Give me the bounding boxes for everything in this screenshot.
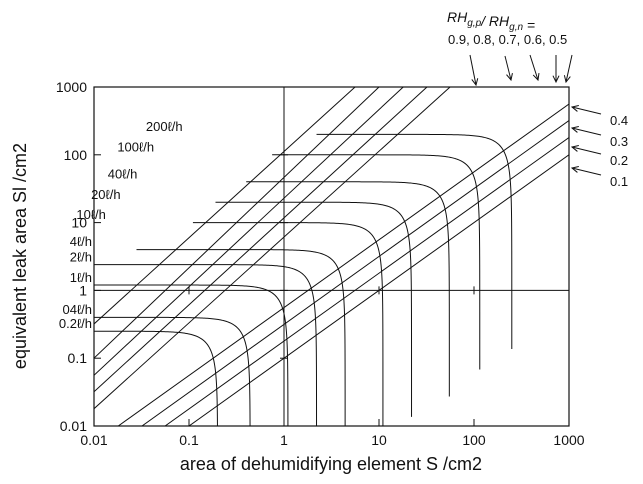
- ratio-legend-right-value: 0.3: [610, 134, 628, 149]
- x-tick-label: 100: [462, 432, 486, 448]
- legend-arrow-head: [552, 75, 560, 84]
- legend-arrow: [571, 146, 602, 155]
- flow-curve-label: 10ℓ/h: [76, 207, 106, 222]
- legend-arrow-head: [570, 105, 579, 112]
- ratio-line: [141, 120, 569, 426]
- x-tick-label: 1000: [553, 432, 584, 448]
- legend-arrow-head: [570, 166, 579, 173]
- flow-curve-label: 2ℓ/h: [70, 249, 92, 264]
- flow-curve-label: 4ℓ/h: [70, 234, 92, 249]
- flow-curve-label: 100ℓ/h: [117, 139, 154, 154]
- x-tick-label: 0.01: [80, 432, 107, 448]
- flow-curve: [94, 264, 318, 426]
- flow-curve: [215, 201, 413, 417]
- legend-arrow: [529, 54, 539, 81]
- plot-frame: [93, 86, 570, 427]
- flow-curves: [94, 133, 513, 426]
- x-tick-label: 0.1: [179, 432, 199, 448]
- legend-arrow-head: [570, 126, 579, 133]
- flow-curve: [272, 154, 481, 370]
- flow-curve: [94, 284, 289, 426]
- legend-text: RH: [447, 9, 468, 25]
- legend-arrow-head: [532, 72, 540, 82]
- y-tick-label: 1000: [56, 79, 87, 95]
- ratio-line: [94, 87, 356, 325]
- ratio-line: [117, 103, 569, 426]
- ratio-line: [94, 87, 380, 359]
- ratio-legend-top-values: 0.9, 0.8, 0.7, 0.6, 0.5: [448, 32, 567, 47]
- legend-subscript: g,n: [509, 22, 523, 33]
- y-tick-label: 10: [71, 215, 87, 231]
- y-tick-label: 1: [79, 282, 87, 298]
- ratio-legend-right-value: 0.2: [610, 153, 628, 168]
- legend-arrow-head: [563, 75, 571, 84]
- legend-arrow: [571, 127, 602, 136]
- flow-curve: [192, 222, 384, 426]
- y-axis-title: equivalent leak area Sl /cm2: [10, 143, 30, 369]
- y-tick-label: 0.1: [68, 350, 88, 366]
- legend-arrow: [504, 55, 512, 81]
- flow-curve-label: 200ℓ/h: [146, 119, 183, 134]
- flow-curve: [94, 330, 218, 426]
- flow-curve-label: 40ℓ/h: [108, 166, 138, 181]
- ratio-legend-heading: RHg,p/ RHg,n =: [447, 9, 535, 33]
- legend-arrow: [469, 54, 477, 86]
- ratio-line: [94, 87, 451, 410]
- y-tick-label: 0.01: [60, 418, 87, 434]
- flow-curve-label: 0.2ℓ/h: [59, 316, 92, 331]
- x-tick-label: 1: [280, 432, 288, 448]
- ratio-legend: RHg,p/ RHg,n =0.9, 0.8, 0.7, 0.6, 0.5 0.4…: [447, 9, 628, 189]
- legend-arrow: [571, 106, 602, 115]
- legend-arrow-head: [471, 78, 479, 87]
- x-axis-title: area of dehumidifying element S /cm2: [180, 454, 482, 474]
- axis-ticks: 0.01 0.1 1 10 100 1000 0.01 0.1 1 10 100 1000: [56, 79, 585, 448]
- legend-text: =: [523, 17, 535, 33]
- legend-text: / RH: [480, 13, 510, 29]
- legend-arrow: [571, 167, 602, 176]
- legend-arrow-head: [506, 73, 513, 82]
- flow-curve-label: 04ℓ/h: [62, 302, 92, 317]
- ratio-legend-right-value: 0.1: [610, 174, 628, 189]
- ratio-legend-right-value: 0.4: [610, 113, 628, 128]
- flow-curve-label: 20ℓ/h: [91, 187, 121, 202]
- flow-curve-label: 1ℓ/h: [70, 270, 92, 285]
- reference-lines: [94, 87, 569, 426]
- flow-curve: [316, 133, 513, 350]
- flow-curve: [136, 249, 346, 426]
- y-tick-label: 100: [64, 147, 88, 163]
- flow-curve: [246, 181, 450, 397]
- flow-curve: [94, 316, 251, 426]
- ratio-line: [164, 137, 569, 426]
- ratio-line: [94, 87, 404, 376]
- ratio-lines: [94, 87, 569, 426]
- legend-arrow: [565, 54, 573, 83]
- flow-labels: 200ℓ/h 100ℓ/h 40ℓ/h 20ℓ/h 10ℓ/h 4ℓ/h2ℓ/h 1ℓ/h 0…: [59, 119, 183, 331]
- x-tick-label: 10: [371, 432, 387, 448]
- legend-subscript: g,p: [467, 18, 481, 29]
- legend-arrow-head: [570, 145, 579, 152]
- ratio-line: [94, 87, 428, 393]
